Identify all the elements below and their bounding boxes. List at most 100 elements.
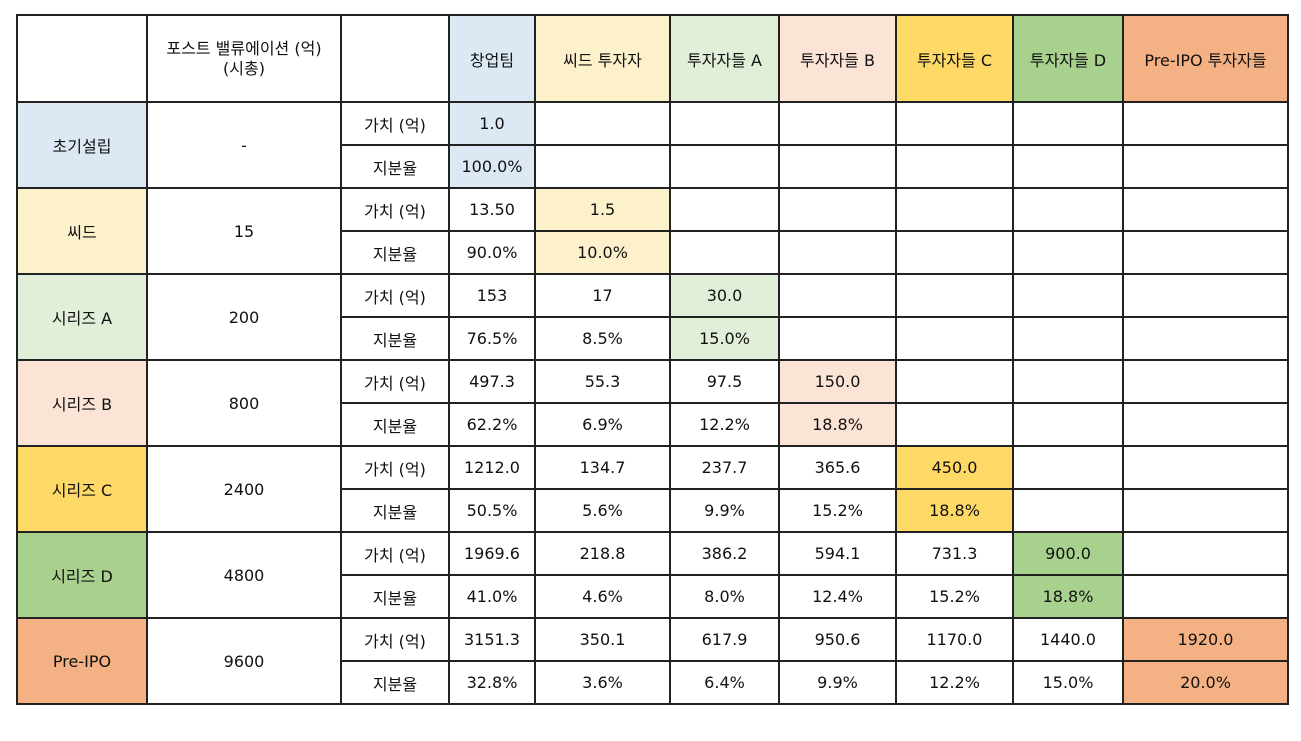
post-valuation-series-a: 200 [146,273,342,361]
table-cell [1012,144,1124,189]
table-cell [1012,316,1124,361]
table-cell [895,402,1014,447]
table-row: 지분율 32.8% 3.6% 6.4% 9.9% 12.2% 15.0% 20.0% [17,660,1289,705]
investor-header-d: 투자자들 D [1012,14,1124,103]
table-cell: 50.5% [448,488,536,533]
table-cell [895,101,1014,146]
table-cell [1122,531,1289,576]
table-cell [778,144,897,189]
table-cell [1012,230,1124,275]
table-cell: 1440.0 [1012,617,1124,662]
table-cell: 1969.6 [448,531,536,576]
table-cell: 18.8% [778,402,897,447]
table-row: 시리즈 A 200 가치 (억) 153 17 30.0 [16,273,1289,361]
corner-cell [16,14,148,103]
table-cell [1012,273,1124,318]
investor-header-c: 투자자들 C [895,14,1014,103]
table-cell [1122,359,1289,404]
table-cell: 9.9% [778,660,897,705]
table-cell: 153 [448,273,536,318]
investor-header-a: 투자자들 A [669,14,780,103]
table-cell [1012,187,1124,232]
table-cell: 1.5 [534,187,671,232]
table-cell: 1170.0 [895,617,1014,662]
table-cell: 8.0% [669,574,780,619]
round-name-seed: 씨드 [16,187,148,275]
table-cell [1122,273,1289,318]
table-row: 지분율 50.5% 5.6% 9.9% 15.2% 18.8% [17,488,1289,533]
table-cell: 594.1 [778,531,897,576]
table-cell: 5.6% [534,488,671,533]
post-valuation-series-b: 800 [146,359,342,447]
table-cell: 3151.3 [448,617,536,662]
metric-label-value: 가치 (억) [340,187,450,232]
table-cell: 237.7 [669,445,780,490]
table-cell: 13.50 [448,187,536,232]
table-cell [778,187,897,232]
table-cell [778,273,897,318]
round-name-series-d: 시리즈 D [16,531,148,619]
table-cell [1012,359,1124,404]
metric-label-share: 지분율 [340,316,450,361]
table-cell: 15.0% [669,316,780,361]
table-row: 지분율 62.2% 6.9% 12.2% 18.8% [17,402,1289,447]
table-cell: 1920.0 [1122,617,1289,662]
table-cell [1122,574,1289,619]
table-cell [778,101,897,146]
metric-label-share: 지분율 [340,660,450,705]
metric-label-share: 지분율 [340,574,450,619]
table-cell: 450.0 [895,445,1014,490]
metric-label-share: 지분율 [340,144,450,189]
table-cell [669,144,780,189]
table-cell: 10.0% [534,230,671,275]
table-row: 씨드 15 가치 (억) 13.50 1.5 [16,187,1289,275]
post-valuation-seed: 15 [146,187,342,275]
table-cell: 18.8% [1012,574,1124,619]
table-cell [669,187,780,232]
table-row: 초기설립 - 가치 (억) 1.0 [16,101,1289,189]
table-cell: 6.4% [669,660,780,705]
table-row: 지분율 76.5% 8.5% 15.0% [17,316,1289,361]
table-cell: 731.3 [895,531,1014,576]
investor-header-seed: 씨드 투자자 [534,14,671,103]
table-cell: 12.2% [895,660,1014,705]
round-name-series-a: 시리즈 A [16,273,148,361]
metric-label-value: 가치 (억) [340,101,450,146]
table-cell: 950.6 [778,617,897,662]
post-valuation-founding: - [146,101,342,189]
table-row: 지분율 90.0% 10.0% [17,230,1289,275]
valuation-header-label: 포스트 밸류에이션 (억) [166,38,322,58]
metric-label-value: 가치 (억) [340,617,450,662]
post-valuation-series-d: 4800 [146,531,342,619]
metric-label-share: 지분율 [340,488,450,533]
table-cell: 900.0 [1012,531,1124,576]
round-name-series-b: 시리즈 B [16,359,148,447]
table-cell: 350.1 [534,617,671,662]
metric-label-share: 지분율 [340,230,450,275]
valuation-header-sub: (시총) [223,58,265,78]
table-cell [1122,445,1289,490]
table-cell: 15.2% [778,488,897,533]
table-cell: 365.6 [778,445,897,490]
table-cell: 6.9% [534,402,671,447]
table-cell [1012,445,1124,490]
metric-label-value: 가치 (억) [340,531,450,576]
round-name-series-c: 시리즈 C [16,445,148,533]
table-cell [1122,230,1289,275]
table-cell [1012,402,1124,447]
table-row: 시리즈 B 800 가치 (억) 497.3 55.3 97.5 150.0 [16,359,1289,447]
investor-header-founders: 창업팀 [448,14,536,103]
table-cell [1122,187,1289,232]
investor-header-pre-ipo: Pre-IPO 투자자들 [1122,14,1289,103]
table-cell [778,230,897,275]
table-row: 지분율 100.0% [17,144,1289,189]
table-cell: 30.0 [669,273,780,318]
table-cell [778,316,897,361]
metric-label-value: 가치 (억) [340,359,450,404]
table-cell: 3.6% [534,660,671,705]
table-cell: 218.8 [534,531,671,576]
table-cell: 76.5% [448,316,536,361]
table-row: 지분율 41.0% 4.6% 8.0% 12.4% 15.2% 18.8% [17,574,1289,619]
table-cell [1012,101,1124,146]
table-cell: 32.8% [448,660,536,705]
